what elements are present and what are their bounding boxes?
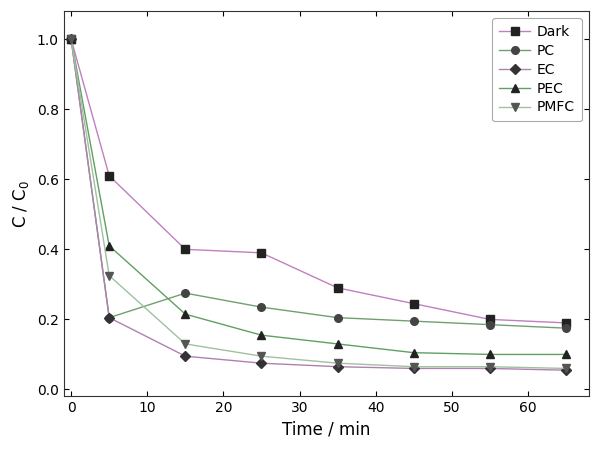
Dark (410, 301, 418, 306)
EC (258, 360, 265, 366)
PMFC (182, 341, 189, 346)
PEC (562, 352, 569, 357)
X-axis label: Time / min: Time / min (282, 421, 370, 439)
Line: EC: EC (67, 35, 570, 374)
EC (106, 315, 113, 320)
EC (334, 364, 341, 369)
Legend: Dark, PC, EC, PEC, PMFC: Dark, PC, EC, PEC, PMFC (493, 18, 582, 122)
Dark (334, 285, 341, 291)
PMFC (258, 354, 265, 359)
Dark (106, 173, 113, 179)
EC (182, 354, 189, 359)
Dark (562, 320, 569, 326)
PC (182, 290, 189, 296)
PMFC (487, 364, 494, 369)
PMFC (410, 364, 418, 369)
Dark (182, 247, 189, 252)
PC (258, 305, 265, 310)
PC (68, 36, 75, 42)
EC (487, 366, 494, 371)
EC (410, 366, 418, 371)
PEC (182, 311, 189, 317)
PC (334, 315, 341, 320)
PEC (410, 350, 418, 356)
Line: PC: PC (67, 35, 570, 332)
PMFC (562, 366, 569, 371)
PEC (258, 333, 265, 338)
PC (410, 319, 418, 324)
PMFC (106, 273, 113, 278)
PC (562, 325, 569, 331)
PEC (68, 36, 75, 42)
PC (487, 322, 494, 327)
Line: Dark: Dark (67, 35, 570, 327)
PMFC (334, 360, 341, 366)
Line: PMFC: PMFC (67, 35, 570, 372)
Y-axis label: C / C$_0$: C / C$_0$ (11, 180, 31, 228)
EC (68, 36, 75, 42)
PMFC (68, 36, 75, 42)
Dark (258, 250, 265, 256)
Dark (68, 36, 75, 42)
PEC (487, 352, 494, 357)
PEC (106, 243, 113, 248)
PC (106, 315, 113, 320)
Line: PEC: PEC (67, 35, 570, 358)
PEC (334, 341, 341, 346)
EC (562, 368, 569, 373)
Dark (487, 317, 494, 322)
